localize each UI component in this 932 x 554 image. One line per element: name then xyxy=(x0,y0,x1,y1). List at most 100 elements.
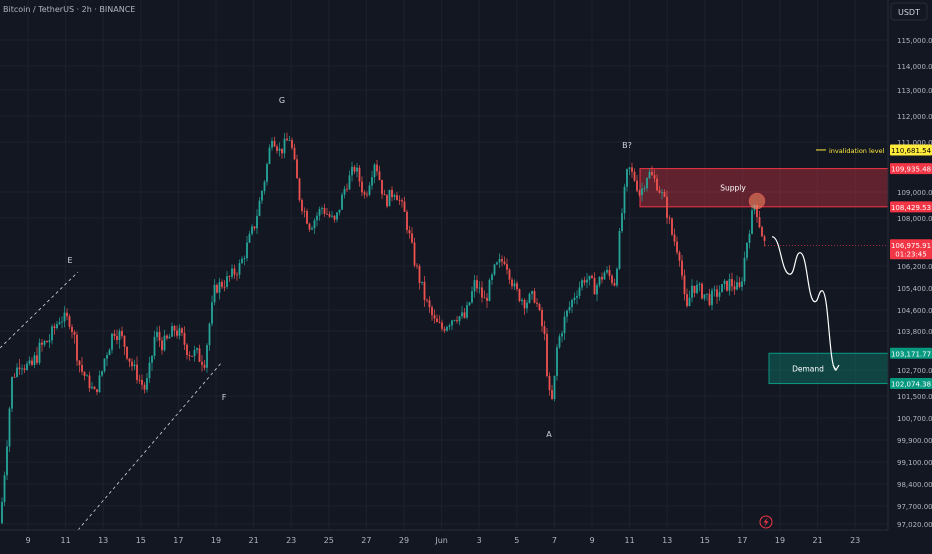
candle-body xyxy=(388,189,391,207)
supply-label: Supply xyxy=(720,184,746,193)
candle-body xyxy=(593,277,596,295)
x-tick-label: 19 xyxy=(211,536,221,545)
candle-body xyxy=(483,297,486,299)
time-axis[interactable]: 9 11 13 15 17 19 21 23 25 27 29 Jun 3 5 7 9 11 13 15 17 19 21… xyxy=(25,536,860,545)
candle-body xyxy=(588,275,591,280)
candle-body xyxy=(713,289,716,291)
candle-body xyxy=(113,333,116,337)
price-tag-value: 103,171.77 xyxy=(891,350,931,358)
candle-body xyxy=(603,272,606,280)
candle-body xyxy=(421,281,423,283)
candle-body xyxy=(126,346,128,359)
candle-body xyxy=(438,322,441,323)
price-tag-value: 108,429.53 xyxy=(891,204,931,212)
candle-body xyxy=(621,213,623,232)
x-tick-label: 9 xyxy=(589,536,594,545)
y-tick-label: 97,020.00 xyxy=(897,521,932,529)
overlays: invalidation level E F G A B? xyxy=(0,96,888,531)
candle-body xyxy=(633,171,636,181)
trend-channel-upper xyxy=(0,271,79,349)
candle-body xyxy=(128,358,131,362)
currency-button[interactable] xyxy=(890,2,928,21)
candle-body xyxy=(303,210,306,212)
supply-touch-marker xyxy=(748,192,766,210)
candle-body xyxy=(368,185,371,195)
candle-body xyxy=(583,280,586,283)
candle-body xyxy=(131,361,133,367)
candle-body xyxy=(26,363,28,370)
candle-body xyxy=(658,190,661,193)
price-axis[interactable]: 115,000.00 114,000.00 113,000.00 112,000.00… xyxy=(897,37,932,529)
candle-body xyxy=(716,289,718,297)
candle-body xyxy=(461,312,463,317)
y-tick-label: 106,200.00 xyxy=(897,263,932,271)
candle-body xyxy=(151,355,153,363)
candle-body xyxy=(736,282,738,290)
candle-body xyxy=(728,279,731,291)
candle-body xyxy=(78,360,81,366)
candle-body xyxy=(253,226,256,229)
candle-body xyxy=(441,322,443,329)
candle-body xyxy=(746,242,748,258)
candle-body xyxy=(488,279,491,301)
candle-body xyxy=(628,167,631,170)
y-tick-label: 103,800.00 xyxy=(897,328,932,336)
candle-body xyxy=(758,217,761,228)
lightning-icon[interactable] xyxy=(759,515,773,529)
candle-body xyxy=(333,215,336,220)
candle-body xyxy=(91,386,93,389)
candle-body xyxy=(153,336,156,356)
candle-body xyxy=(218,281,221,293)
candle-body xyxy=(703,294,706,299)
currency-label[interactable]: USDT xyxy=(898,8,920,17)
candle-body xyxy=(478,287,481,289)
candle-body xyxy=(531,291,533,294)
candle-body xyxy=(723,280,726,285)
grid-lines xyxy=(0,0,888,530)
candle-body xyxy=(283,138,286,154)
candle-body xyxy=(528,293,531,303)
chart-title: Bitcoin / TetherUS · 2h · BINANCE xyxy=(3,5,135,14)
candle-body xyxy=(576,295,578,298)
candle-body xyxy=(471,291,473,303)
candle-body xyxy=(83,371,86,376)
wave-label: E xyxy=(67,256,72,265)
candle-body xyxy=(386,195,388,207)
candle-body xyxy=(418,266,421,283)
candle-body xyxy=(508,269,511,280)
candle-body xyxy=(646,178,648,189)
candle-body xyxy=(256,215,258,229)
candle-body xyxy=(121,331,123,336)
candle-body xyxy=(168,336,171,339)
candle-body xyxy=(306,211,308,224)
candle-body xyxy=(188,354,191,357)
price-tag xyxy=(890,201,932,213)
candle-body xyxy=(486,297,488,301)
x-tick-label: 13 xyxy=(662,536,672,545)
candle-body xyxy=(656,178,658,191)
candle-body xyxy=(598,276,601,286)
candle-body xyxy=(171,326,173,337)
candle-body xyxy=(743,257,746,282)
candle-body xyxy=(506,264,508,270)
candle-body xyxy=(363,192,366,195)
candle-body xyxy=(381,179,383,195)
candle-body xyxy=(626,169,628,187)
candle-body xyxy=(173,326,176,331)
candle-body xyxy=(41,342,43,345)
candle-body xyxy=(6,446,8,476)
wave-label: B? xyxy=(622,141,632,150)
x-tick-label: 13 xyxy=(98,536,108,545)
y-tick-label: 101,500.00 xyxy=(897,393,932,401)
candle-body xyxy=(538,303,541,311)
candle-body xyxy=(63,312,66,322)
candle-body xyxy=(43,341,46,345)
candle-body xyxy=(491,274,493,280)
candle-body xyxy=(13,376,16,378)
candle-body xyxy=(671,218,673,235)
candle-body xyxy=(686,294,688,307)
candle-body xyxy=(543,326,546,334)
candle-body xyxy=(231,268,233,277)
